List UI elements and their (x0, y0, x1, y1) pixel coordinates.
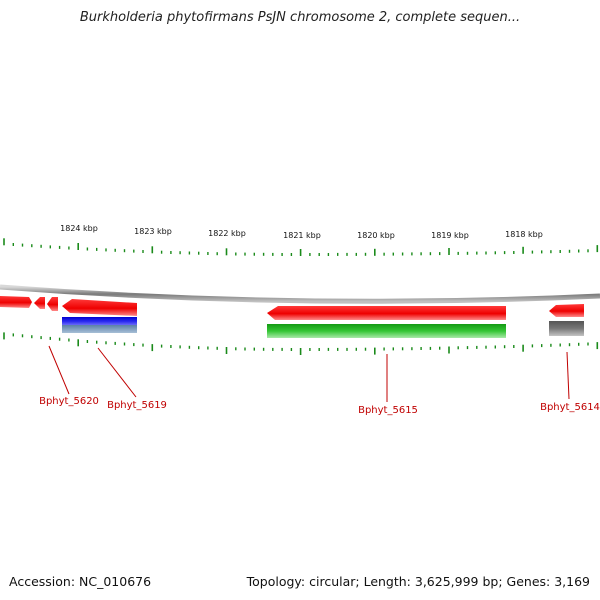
cds-feature-green[interactable] (267, 324, 506, 338)
ruler-label: 1821 kbp (283, 231, 321, 240)
gene-leader-lines (48, 345, 570, 402)
forward-strand-genes (0, 296, 584, 320)
gene-arrow[interactable] (62, 299, 137, 316)
ruler-label: 1818 kbp (505, 230, 543, 239)
gene-arrow[interactable] (47, 297, 58, 311)
gene-arrow[interactable] (549, 304, 584, 317)
chromosome-backbone (0, 284, 600, 304)
gene-arrow[interactable] (34, 297, 45, 309)
gene-arrow[interactable] (0, 296, 32, 308)
accession-text: Accession: NC_010676 (9, 574, 152, 589)
ruler-label: 1823 kbp (134, 227, 172, 236)
leader-line (48, 345, 70, 395)
gene-label[interactable]: Bphyt_5614 (540, 402, 600, 413)
gene-arrow[interactable] (267, 306, 506, 320)
ruler-label: 1824 kbp (60, 224, 98, 233)
genome-summary-text: Topology: circular; Length: 3,625,999 bp… (246, 574, 590, 589)
gene-label[interactable]: Bphyt_5619 (107, 400, 167, 411)
ruler-label: 1819 kbp (431, 231, 469, 240)
gene-label[interactable]: Bphyt_5620 (39, 396, 99, 407)
inner-tick-row (3, 332, 599, 355)
leader-line (566, 351, 570, 400)
ruler-label: 1820 kbp (357, 231, 395, 240)
cds-feature-blue[interactable] (62, 317, 137, 325)
ruler: 1824 kbp 1823 kbp 1822 kbp 1821 kbp 1820… (3, 224, 599, 355)
feature-track (62, 317, 584, 338)
ruler-label: 1822 kbp (208, 229, 246, 238)
leader-line (97, 347, 137, 398)
outer-tick-row (3, 238, 599, 256)
gene-labels: Bphyt_5620 Bphyt_5619 Bphyt_5615 Bphyt_5… (39, 396, 600, 416)
pseudogene-feature[interactable] (549, 321, 584, 336)
map-title: Burkholderia phytofirmans PsJN chromosom… (79, 10, 521, 25)
cds-feature-steel[interactable] (62, 325, 137, 333)
gene-label[interactable]: Bphyt_5615 (358, 405, 418, 416)
